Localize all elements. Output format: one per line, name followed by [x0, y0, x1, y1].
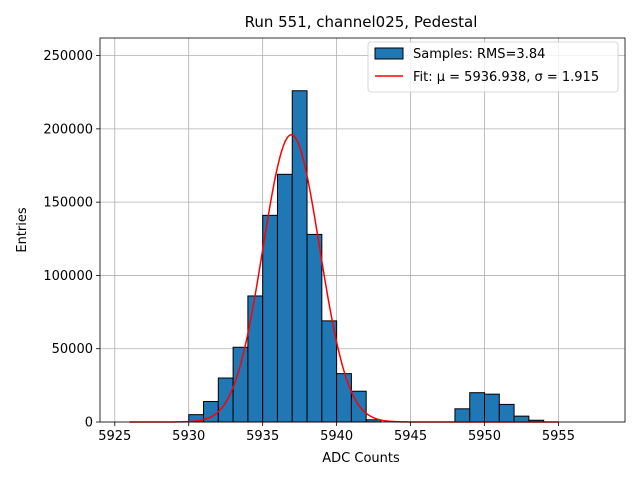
histogram-bar — [469, 392, 486, 423]
y-axis-label: Entries — [15, 207, 30, 253]
y-ticks: 0 50000 100000 150000 200000 250000 — [43, 49, 100, 431]
histogram-bar — [247, 295, 264, 423]
histogram-bar — [291, 90, 308, 423]
histogram-bar — [232, 346, 249, 423]
x-tick-label: 5935 — [246, 429, 279, 444]
histogram-bar — [484, 393, 500, 423]
y-tick-label: 0 — [85, 416, 93, 431]
legend-histogram-swatch — [374, 47, 404, 60]
x-tick-label: 5930 — [172, 429, 205, 444]
histogram-bar — [306, 233, 323, 423]
x-tick-label: 5945 — [394, 429, 427, 444]
x-axis-label: ADC Counts — [322, 451, 400, 466]
legend: Samples: RMS=3.84 Fit: μ = 5936.938, σ =… — [367, 41, 619, 93]
legend-box — [367, 41, 619, 93]
histogram-bar — [321, 320, 338, 423]
x-tick-label: 5955 — [542, 429, 575, 444]
histogram-bar — [276, 173, 293, 423]
y-tick-label: 200000 — [43, 122, 93, 137]
histogram-bar — [336, 373, 352, 423]
bars-layer — [188, 90, 545, 423]
histogram-bar — [262, 214, 278, 423]
histogram-bar — [498, 403, 515, 423]
histogram-bar — [217, 377, 234, 423]
y-tick-label: 150000 — [43, 196, 93, 211]
legend-fit-label: Fit: μ = 5936.938, σ = 1.915 — [413, 70, 599, 85]
chart-title: Run 551, channel025, Pedestal — [245, 13, 478, 31]
plot-frame — [99, 37, 626, 423]
histogram-bar — [513, 415, 530, 423]
histogram-bar — [454, 408, 471, 423]
legend-histogram-label: Samples: RMS=3.84 — [413, 47, 545, 62]
x-tick-label: 5925 — [98, 429, 131, 444]
x-tick-label: 5940 — [320, 429, 353, 444]
x-ticks: 5925 5930 5935 5940 5945 5950 5955 — [98, 422, 575, 444]
y-tick-label: 50000 — [52, 342, 93, 357]
y-tick-label: 100000 — [43, 269, 93, 284]
x-tick-label: 5950 — [468, 429, 501, 444]
y-tick-label: 250000 — [43, 49, 93, 64]
